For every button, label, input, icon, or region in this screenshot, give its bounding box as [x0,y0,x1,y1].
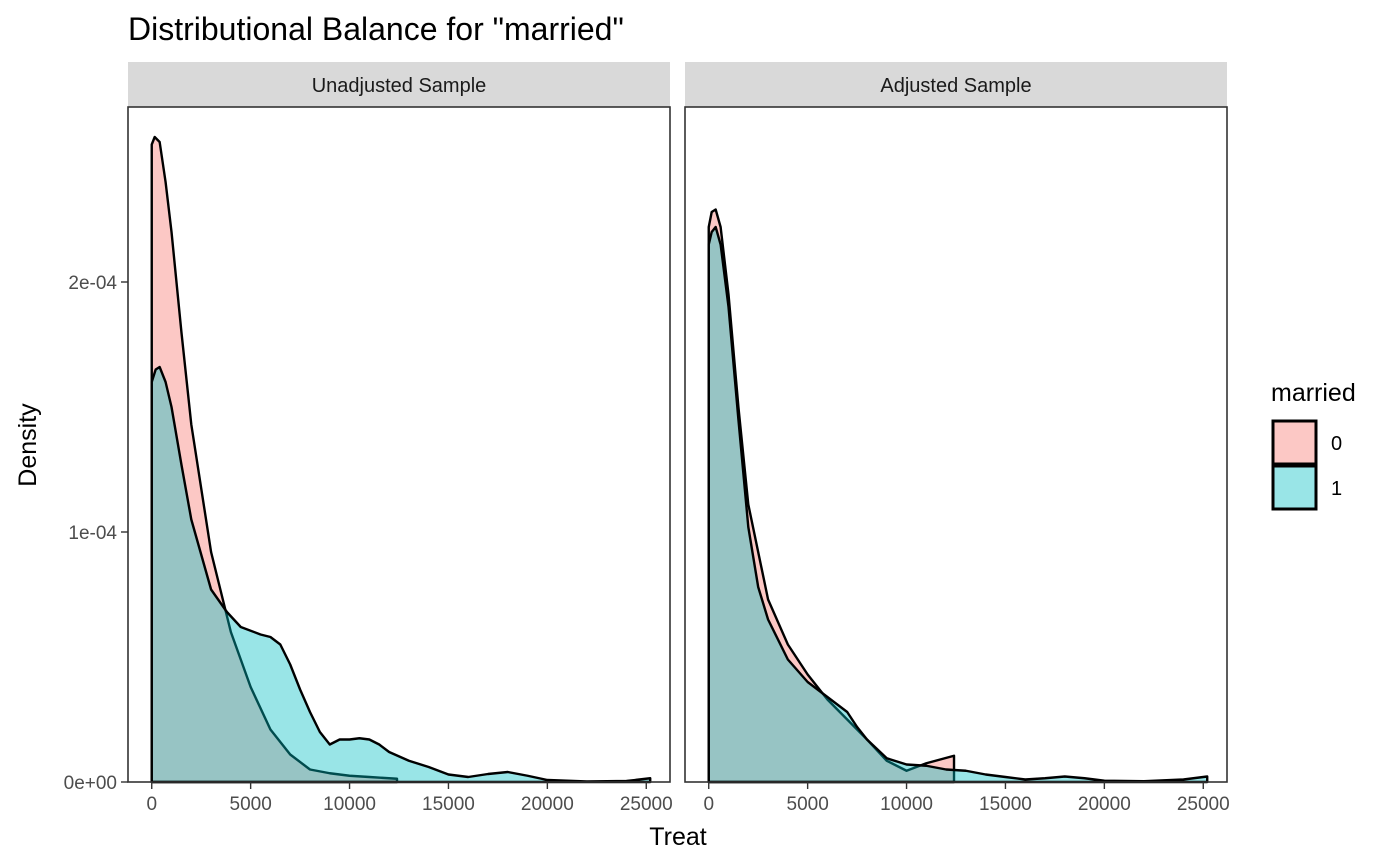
facet-strip [685,62,1227,107]
legend-label-1: 1 [1331,478,1342,500]
facet-strip-label: Unadjusted Sample [312,75,487,97]
facet-panels: Unadjusted Sample 0 5000 10000 15000 20000 250… [64,62,1230,815]
density-area-married-1 [707,225,1209,784]
legend-key-0 [1271,419,1318,466]
x-axis-title: Treat [649,823,706,851]
chart-title: Distributional Balance for "married" [128,11,624,47]
y-tick-label: 0e+00 [64,773,117,794]
facet-strip-label: Adjusted Sample [880,75,1031,97]
y-tick-label: 1e-04 [68,523,117,544]
x-tick-label: 0 [703,794,714,815]
x-tick-label: 5000 [787,794,829,815]
x-tick-label: 15000 [422,794,475,815]
x-tick-label: 0 [146,794,157,815]
x-tick-label: 10000 [323,794,376,815]
panel-border [127,106,671,783]
panel-border [684,106,1228,783]
x-tick-label: 25000 [1177,794,1230,815]
x-tick-label: 5000 [230,794,272,815]
density-area-married-0 [150,135,399,784]
y-tick-label: 2e-04 [68,273,117,294]
density-area-married-1 [150,365,652,784]
panel-2: Adjusted Sample 0 5000 10000 15000 20000 25000 [684,62,1230,815]
facet-strip [128,62,670,107]
legend: married 0 1 [1271,379,1356,511]
x-tick-label: 25000 [620,794,673,815]
y-axis-title: Density [14,403,42,487]
panel-1: Unadjusted Sample 0 5000 10000 15000 20000 250… [64,62,673,815]
x-tick-label: 15000 [979,794,1032,815]
legend-key-1 [1271,464,1318,511]
panel-background [128,107,670,782]
x-tick-label: 10000 [880,794,933,815]
x-tick-label: 20000 [1078,794,1131,815]
x-tick-label: 20000 [521,794,574,815]
legend-label-0: 0 [1331,433,1342,455]
legend-title: married [1271,379,1356,407]
panel-background [685,107,1227,782]
